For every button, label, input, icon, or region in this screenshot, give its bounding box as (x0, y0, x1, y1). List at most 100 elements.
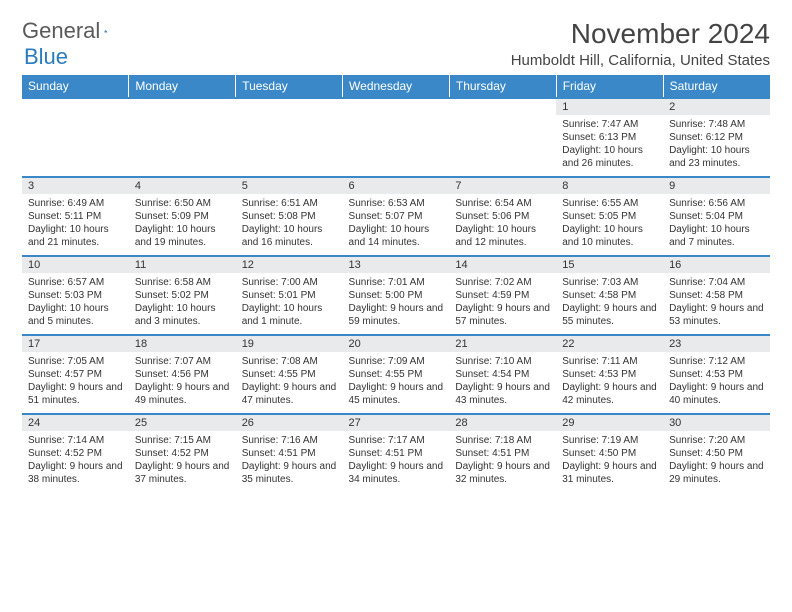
daylight-text: Daylight: 9 hours and 31 minutes. (562, 460, 657, 486)
day-number-cell: 24 (22, 414, 129, 431)
sunset-text: Sunset: 4:56 PM (135, 368, 230, 381)
sunrise-text: Sunrise: 7:14 AM (28, 434, 123, 447)
daynum-row: 10111213141516 (22, 256, 770, 273)
sunset-text: Sunset: 5:02 PM (135, 289, 230, 302)
day-number-cell: 22 (556, 335, 663, 352)
day-number-cell: 7 (449, 177, 556, 194)
day-number-cell: 25 (129, 414, 236, 431)
day-number-cell: 2 (663, 98, 770, 115)
sunset-text: Sunset: 4:54 PM (455, 368, 550, 381)
day-number-cell: 23 (663, 335, 770, 352)
sunset-text: Sunset: 4:50 PM (562, 447, 657, 460)
day-number-cell: 4 (129, 177, 236, 194)
day-number-cell: 21 (449, 335, 556, 352)
daylight-text: Daylight: 9 hours and 53 minutes. (669, 302, 764, 328)
sunrise-text: Sunrise: 7:12 AM (669, 355, 764, 368)
daynum-row: 3456789 (22, 177, 770, 194)
sunset-text: Sunset: 5:06 PM (455, 210, 550, 223)
sunrise-text: Sunrise: 6:56 AM (669, 197, 764, 210)
day-number-cell: 16 (663, 256, 770, 273)
day-number-cell: 17 (22, 335, 129, 352)
sunset-text: Sunset: 4:51 PM (242, 447, 337, 460)
day-detail-cell: Sunrise: 7:00 AMSunset: 5:01 PMDaylight:… (236, 273, 343, 335)
day-detail-cell: Sunrise: 6:50 AMSunset: 5:09 PMDaylight:… (129, 194, 236, 256)
day-header-row: SundayMondayTuesdayWednesdayThursdayFrid… (22, 75, 770, 98)
daylight-text: Daylight: 9 hours and 59 minutes. (349, 302, 444, 328)
sunrise-text: Sunrise: 6:55 AM (562, 197, 657, 210)
day-number-cell: 26 (236, 414, 343, 431)
day-number-cell (343, 98, 450, 115)
daylight-text: Daylight: 9 hours and 37 minutes. (135, 460, 230, 486)
day-number-cell: 20 (343, 335, 450, 352)
sunrise-text: Sunrise: 7:05 AM (28, 355, 123, 368)
sunset-text: Sunset: 5:11 PM (28, 210, 123, 223)
calendar-table: SundayMondayTuesdayWednesdayThursdayFrid… (22, 75, 770, 493)
daylight-text: Daylight: 9 hours and 51 minutes. (28, 381, 123, 407)
daylight-text: Daylight: 10 hours and 16 minutes. (242, 223, 337, 249)
day-number-cell: 9 (663, 177, 770, 194)
day-detail-cell (236, 115, 343, 177)
day-header: Friday (556, 75, 663, 98)
day-number-cell: 18 (129, 335, 236, 352)
detail-row: Sunrise: 7:47 AMSunset: 6:13 PMDaylight:… (22, 115, 770, 177)
sunset-text: Sunset: 6:12 PM (669, 131, 764, 144)
daylight-text: Daylight: 9 hours and 29 minutes. (669, 460, 764, 486)
daylight-text: Daylight: 9 hours and 55 minutes. (562, 302, 657, 328)
sunset-text: Sunset: 5:07 PM (349, 210, 444, 223)
sunrise-text: Sunrise: 7:17 AM (349, 434, 444, 447)
sunset-text: Sunset: 4:57 PM (28, 368, 123, 381)
day-number-cell: 5 (236, 177, 343, 194)
sunrise-text: Sunrise: 7:47 AM (562, 118, 657, 131)
daynum-row: 24252627282930 (22, 414, 770, 431)
day-detail-cell: Sunrise: 7:12 AMSunset: 4:53 PMDaylight:… (663, 352, 770, 414)
daylight-text: Daylight: 9 hours and 35 minutes. (242, 460, 337, 486)
day-detail-cell: Sunrise: 6:54 AMSunset: 5:06 PMDaylight:… (449, 194, 556, 256)
day-number-cell: 3 (22, 177, 129, 194)
sunrise-text: Sunrise: 7:08 AM (242, 355, 337, 368)
day-detail-cell (22, 115, 129, 177)
sunrise-text: Sunrise: 7:16 AM (242, 434, 337, 447)
detail-row: Sunrise: 7:05 AMSunset: 4:57 PMDaylight:… (22, 352, 770, 414)
day-detail-cell: Sunrise: 6:55 AMSunset: 5:05 PMDaylight:… (556, 194, 663, 256)
day-header: Thursday (449, 75, 556, 98)
day-detail-cell: Sunrise: 6:57 AMSunset: 5:03 PMDaylight:… (22, 273, 129, 335)
sunset-text: Sunset: 5:05 PM (562, 210, 657, 223)
sunset-text: Sunset: 4:58 PM (669, 289, 764, 302)
day-detail-cell: Sunrise: 7:18 AMSunset: 4:51 PMDaylight:… (449, 431, 556, 493)
daylight-text: Daylight: 10 hours and 19 minutes. (135, 223, 230, 249)
location: Humboldt Hill, California, United States (511, 52, 770, 69)
daylight-text: Daylight: 10 hours and 23 minutes. (669, 144, 764, 170)
sunrise-text: Sunrise: 7:00 AM (242, 276, 337, 289)
sunset-text: Sunset: 4:59 PM (455, 289, 550, 302)
daylight-text: Daylight: 10 hours and 7 minutes. (669, 223, 764, 249)
daynum-row: 17181920212223 (22, 335, 770, 352)
sunrise-text: Sunrise: 6:53 AM (349, 197, 444, 210)
day-detail-cell: Sunrise: 7:05 AMSunset: 4:57 PMDaylight:… (22, 352, 129, 414)
daylight-text: Daylight: 10 hours and 14 minutes. (349, 223, 444, 249)
day-detail-cell: Sunrise: 7:14 AMSunset: 4:52 PMDaylight:… (22, 431, 129, 493)
day-detail-cell: Sunrise: 6:56 AMSunset: 5:04 PMDaylight:… (663, 194, 770, 256)
day-detail-cell: Sunrise: 7:07 AMSunset: 4:56 PMDaylight:… (129, 352, 236, 414)
sunrise-text: Sunrise: 7:20 AM (669, 434, 764, 447)
day-number-cell (236, 98, 343, 115)
day-detail-cell: Sunrise: 7:10 AMSunset: 4:54 PMDaylight:… (449, 352, 556, 414)
daylight-text: Daylight: 9 hours and 43 minutes. (455, 381, 550, 407)
day-header: Saturday (663, 75, 770, 98)
day-detail-cell: Sunrise: 7:11 AMSunset: 4:53 PMDaylight:… (556, 352, 663, 414)
detail-row: Sunrise: 6:49 AMSunset: 5:11 PMDaylight:… (22, 194, 770, 256)
daylight-text: Daylight: 9 hours and 38 minutes. (28, 460, 123, 486)
sunset-text: Sunset: 4:53 PM (669, 368, 764, 381)
daylight-text: Daylight: 10 hours and 26 minutes. (562, 144, 657, 170)
sunrise-text: Sunrise: 6:58 AM (135, 276, 230, 289)
day-number-cell: 30 (663, 414, 770, 431)
sunrise-text: Sunrise: 7:07 AM (135, 355, 230, 368)
daylight-text: Daylight: 9 hours and 40 minutes. (669, 381, 764, 407)
day-number-cell: 11 (129, 256, 236, 273)
day-detail-cell: Sunrise: 7:20 AMSunset: 4:50 PMDaylight:… (663, 431, 770, 493)
daynum-row: 12 (22, 98, 770, 115)
sunset-text: Sunset: 4:51 PM (349, 447, 444, 460)
sunset-text: Sunset: 5:01 PM (242, 289, 337, 302)
day-number-cell: 19 (236, 335, 343, 352)
header: General November 2024 Humboldt Hill, Cal… (22, 18, 770, 69)
daylight-text: Daylight: 10 hours and 1 minute. (242, 302, 337, 328)
